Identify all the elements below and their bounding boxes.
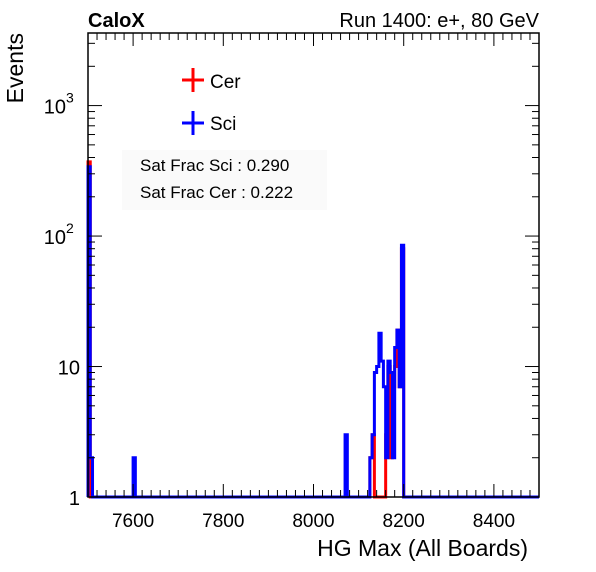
series-layer	[86, 160, 539, 499]
x-tick-label: 8000	[292, 511, 334, 532]
sat-frac-cer-text: Sat Frac Cer : 0.222	[140, 183, 293, 202]
y-axis-title: Events	[2, 33, 28, 103]
legend: Cer Sci	[182, 68, 241, 135]
series-line-sci	[86, 165, 539, 499]
y-tick-label: 10	[58, 358, 80, 380]
sat-frac-sci-text: Sat Frac Sci : 0.290	[140, 156, 289, 175]
x-tick-label: 8200	[383, 511, 425, 532]
run-info-label: Run 1400: e+, 80 GeV	[339, 10, 539, 32]
saturation-stats-box: Sat Frac Sci : 0.290 Sat Frac Cer : 0.22…	[122, 150, 327, 210]
legend-entry-cer: Cer	[182, 68, 241, 93]
y-tick-label: 10	[44, 97, 66, 119]
plot-frame	[87, 32, 540, 498]
stats-box-background	[122, 150, 327, 210]
legend-label-cer: Cer	[210, 72, 241, 93]
x-tick-label: 7800	[202, 511, 244, 532]
legend-label-sci: Sci	[210, 114, 236, 135]
x-tick-label: 7600	[112, 511, 154, 532]
series-line-cer	[86, 160, 539, 499]
y-tick-label: 10	[44, 227, 66, 249]
experiment-label: CaloX	[88, 10, 145, 32]
x-tick-label: 8400	[473, 511, 515, 532]
y-tick-label: 1	[69, 488, 80, 510]
x-axis-title: HG Max (All Boards)	[317, 535, 528, 561]
y-tick-exponent: 3	[66, 90, 74, 106]
y-tick-exponent: 2	[66, 220, 74, 236]
legend-entry-sci: Sci	[182, 111, 236, 135]
